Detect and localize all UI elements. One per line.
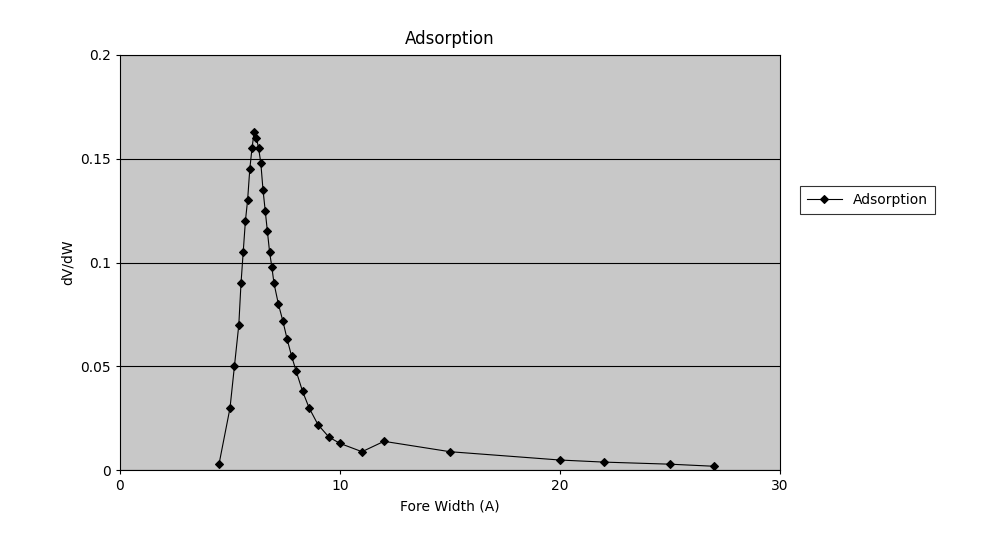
Adsorption <box>257 187 269 193</box>
Adsorption <box>277 317 289 324</box>
Adsorption <box>261 228 273 235</box>
Adsorption <box>235 280 247 287</box>
Adsorption <box>266 264 278 270</box>
Line: Adsorption: Adsorption <box>216 129 717 469</box>
Adsorption <box>239 218 251 224</box>
Adsorption <box>272 301 284 307</box>
Adsorption <box>259 207 271 214</box>
Adsorption <box>268 280 280 287</box>
Adsorption <box>246 145 258 152</box>
Adsorption <box>323 434 335 440</box>
Adsorption <box>213 461 225 468</box>
Adsorption <box>281 336 293 343</box>
Adsorption <box>598 459 610 465</box>
Adsorption <box>248 129 260 135</box>
Adsorption <box>554 457 566 463</box>
Adsorption <box>290 368 302 374</box>
Title: Adsorption: Adsorption <box>405 30 495 48</box>
Y-axis label: dV/dW: dV/dW <box>61 240 75 286</box>
Adsorption <box>237 249 249 255</box>
Adsorption <box>244 166 256 172</box>
Adsorption <box>224 405 236 411</box>
Adsorption <box>378 438 390 445</box>
Adsorption <box>250 135 262 141</box>
Adsorption <box>312 421 324 428</box>
Adsorption <box>228 363 240 370</box>
Adsorption <box>253 145 265 152</box>
Adsorption <box>303 405 315 411</box>
Adsorption <box>255 160 267 166</box>
Adsorption <box>334 440 346 447</box>
Adsorption <box>242 197 254 203</box>
Adsorption <box>233 322 245 328</box>
X-axis label: Fore Width (A): Fore Width (A) <box>400 499 500 513</box>
Adsorption <box>356 449 368 455</box>
Adsorption <box>444 449 456 455</box>
Adsorption <box>286 353 298 359</box>
Legend: Adsorption: Adsorption <box>800 187 935 214</box>
Adsorption <box>708 463 720 469</box>
Adsorption <box>264 249 276 255</box>
Adsorption <box>297 388 309 395</box>
Adsorption <box>664 461 676 468</box>
